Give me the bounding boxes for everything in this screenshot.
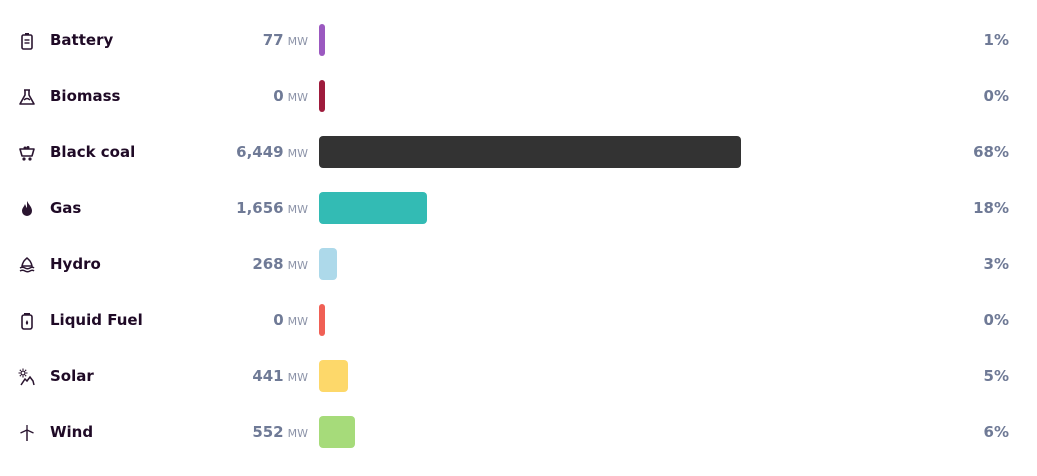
bar-hydro[interactable] bbox=[319, 248, 337, 280]
value-label-gas: 1,656 MW bbox=[236, 198, 308, 220]
value-label-black-coal: 6,449 MW bbox=[236, 142, 308, 164]
category-label-gas: Gas bbox=[50, 199, 82, 217]
row-liquid-fuel: Liquid Fuel 0 MW 0% bbox=[0, 292, 1037, 348]
value-unit: MW bbox=[287, 203, 308, 216]
biomass-icon bbox=[18, 88, 36, 106]
percent-label-hydro: 3% bbox=[983, 255, 1009, 273]
generation-chart: Battery 77 MW 1% Biomass 0 MW 0% Black coal 6,449… bbox=[0, 12, 1037, 460]
value-unit: MW bbox=[287, 427, 308, 440]
flame-icon bbox=[18, 200, 36, 218]
bar-battery[interactable] bbox=[319, 24, 325, 56]
value-unit: MW bbox=[287, 371, 308, 384]
percent-label-gas: 18% bbox=[973, 199, 1009, 217]
bar-biomass[interactable] bbox=[319, 80, 325, 112]
value-number: 268 bbox=[252, 255, 284, 273]
percent-label-solar: 5% bbox=[983, 367, 1009, 385]
value-number: 1,656 bbox=[236, 199, 284, 217]
row-gas: Gas 1,656 MW 18% bbox=[0, 180, 1037, 236]
percent-label-black-coal: 68% bbox=[973, 143, 1009, 161]
row-solar: Solar 441 MW 5% bbox=[0, 348, 1037, 404]
bar-liquid-fuel[interactable] bbox=[319, 304, 325, 336]
value-number: 6,449 bbox=[236, 143, 284, 161]
value-unit: MW bbox=[287, 91, 308, 104]
value-label-biomass: 0 MW bbox=[273, 86, 308, 108]
value-label-wind: 552 MW bbox=[252, 422, 308, 444]
row-hydro: Hydro 268 MW 3% bbox=[0, 236, 1037, 292]
value-unit: MW bbox=[287, 259, 308, 272]
value-number: 0 bbox=[273, 311, 284, 329]
wind-turbine-icon bbox=[18, 424, 36, 442]
value-number: 0 bbox=[273, 87, 284, 105]
value-label-solar: 441 MW bbox=[252, 366, 308, 388]
coal-cart-icon bbox=[18, 144, 36, 162]
value-number: 77 bbox=[262, 31, 284, 49]
value-label-liquid-fuel: 0 MW bbox=[273, 310, 308, 332]
category-label-wind: Wind bbox=[50, 423, 94, 441]
percent-label-liquid-fuel: 0% bbox=[983, 311, 1009, 329]
row-biomass: Biomass 0 MW 0% bbox=[0, 68, 1037, 124]
value-number: 552 bbox=[252, 423, 284, 441]
value-label-hydro: 268 MW bbox=[252, 254, 308, 276]
category-label-black-coal: Black coal bbox=[50, 143, 136, 161]
percent-label-wind: 6% bbox=[983, 423, 1009, 441]
value-unit: MW bbox=[287, 315, 308, 328]
value-label-battery: 77 MW bbox=[263, 30, 308, 52]
percent-label-biomass: 0% bbox=[983, 87, 1009, 105]
value-number: 441 bbox=[252, 367, 284, 385]
bar-solar[interactable] bbox=[319, 360, 348, 392]
category-label-hydro: Hydro bbox=[50, 255, 101, 273]
category-label-liquid-fuel: Liquid Fuel bbox=[50, 311, 143, 329]
row-battery: Battery 77 MW 1% bbox=[0, 12, 1037, 68]
category-label-solar: Solar bbox=[50, 367, 94, 385]
solar-icon bbox=[18, 368, 36, 386]
category-label-battery: Battery bbox=[50, 31, 114, 49]
value-unit: MW bbox=[287, 147, 308, 160]
row-wind: Wind 552 MW 6% bbox=[0, 404, 1037, 460]
bar-wind[interactable] bbox=[319, 416, 355, 448]
hydro-icon bbox=[18, 256, 36, 274]
row-black-coal: Black coal 6,449 MW 68% bbox=[0, 124, 1037, 180]
value-unit: MW bbox=[287, 35, 308, 48]
bar-black-coal[interactable] bbox=[319, 136, 741, 168]
bar-gas[interactable] bbox=[319, 192, 427, 224]
fuel-can-icon bbox=[18, 312, 36, 330]
battery-icon bbox=[18, 32, 36, 50]
category-label-biomass: Biomass bbox=[50, 87, 121, 105]
percent-label-battery: 1% bbox=[983, 31, 1009, 49]
